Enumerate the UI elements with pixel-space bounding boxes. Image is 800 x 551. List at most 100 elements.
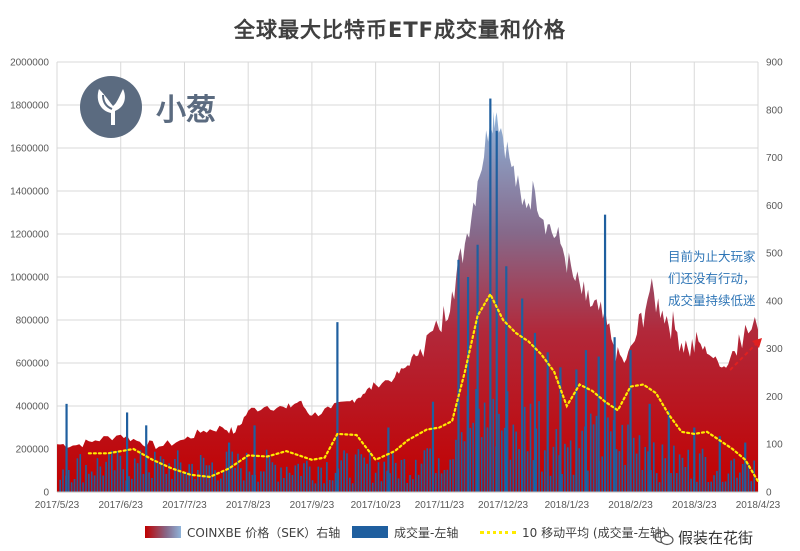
volume-bar: [463, 441, 466, 492]
volume-bar: [185, 471, 188, 492]
volume-bar: [412, 479, 414, 492]
volume-bar: [219, 478, 222, 492]
left-tick-label: 1400000: [10, 187, 49, 198]
volume-bar: [303, 463, 305, 492]
watermark: 假装在花街: [654, 527, 753, 548]
volume-bar: [128, 476, 130, 492]
volume-bar: [541, 471, 543, 492]
volume-bar: [730, 460, 733, 492]
volume-bar: [386, 470, 388, 492]
volume-bar: [736, 477, 738, 492]
volume-bar: [506, 391, 509, 492]
volume-bar: [684, 466, 687, 492]
left-tick-label: 200000: [16, 445, 50, 456]
volume-bar: [718, 436, 721, 492]
x-tick-label: 2017/6/23: [98, 500, 143, 511]
left-tick-label: 600000: [16, 359, 50, 370]
volume-bar: [535, 428, 538, 492]
right-tick-label: 600: [766, 201, 783, 212]
volume-bar: [285, 466, 288, 492]
volume-bar: [627, 424, 629, 492]
volume-bar: [363, 457, 365, 492]
volume-bar: [242, 480, 245, 492]
volume-bar: [613, 337, 616, 492]
volume-bar: [618, 451, 621, 492]
volume-bar: [696, 481, 698, 492]
volume-bar: [366, 463, 368, 492]
volume-bar: [174, 459, 176, 492]
volume-bar: [133, 458, 136, 492]
volume-bar: [111, 450, 113, 492]
volume-bar: [457, 259, 460, 492]
volume-bar: [162, 459, 165, 492]
volume-bar: [389, 473, 391, 492]
volume-bar: [360, 454, 363, 492]
volume-bar: [569, 440, 572, 492]
annotation-line: 目前为止大玩家: [668, 249, 756, 264]
x-tick-label: 2018/2/23: [608, 500, 653, 511]
volume-bar: [621, 424, 624, 492]
volume-bar: [661, 444, 664, 492]
volume-bar: [503, 427, 506, 492]
volume-bar: [429, 448, 431, 492]
moving-average-layer: [87, 291, 760, 483]
volume-bar: [452, 459, 454, 492]
volume-bar: [168, 463, 170, 492]
volume-bar: [747, 463, 750, 492]
volume-bar: [225, 451, 228, 492]
volume-bar: [667, 410, 670, 492]
volume-bar: [690, 478, 692, 492]
volume-bar: [561, 474, 563, 492]
volume-bar: [480, 437, 483, 492]
volume-bar: [349, 477, 351, 492]
volume-bar: [509, 459, 512, 492]
volume-bar: [96, 458, 99, 492]
volume-bar: [257, 481, 259, 492]
watermark-text: 假装在花街: [678, 529, 754, 547]
volume-bar: [552, 446, 555, 492]
volume-bar: [369, 451, 371, 492]
logo-text: 小葱: [156, 93, 216, 128]
volume-bar: [397, 478, 400, 492]
volume-bar: [675, 473, 678, 492]
volume-bar: [214, 470, 216, 492]
volume-bar: [629, 350, 632, 492]
chart-title: 全球最大比特币ETF成交量和价格: [233, 18, 566, 42]
legend-swatch-price: [145, 526, 181, 538]
volume-bar: [624, 464, 626, 492]
volume-bar: [300, 475, 302, 492]
volume-bar: [544, 450, 546, 492]
volume-bar: [440, 473, 443, 492]
volume-bar: [331, 480, 334, 492]
volume-bar: [59, 479, 61, 492]
volume-bar: [638, 435, 641, 492]
left-tick-label: 1600000: [10, 144, 49, 155]
volume-bar: [512, 424, 515, 492]
volume-bar: [641, 469, 644, 492]
volume-bar: [498, 413, 500, 492]
moving-average-line: [87, 291, 760, 483]
volume-bar: [423, 450, 426, 492]
volume-bar: [317, 466, 320, 492]
volume-bar: [105, 461, 107, 492]
volume-bar: [558, 455, 560, 492]
volume-bar: [126, 412, 129, 492]
volume-bar: [288, 472, 291, 492]
legend-item-price: COINXBE 价格（SEK）右轴: [145, 521, 340, 543]
volume-bar: [159, 456, 162, 492]
legend-item-ma: 10 移动平均 (成交量-左轴): [480, 521, 667, 543]
volume-bar: [70, 482, 73, 492]
volume-bar: [483, 402, 486, 492]
volume-bar: [260, 471, 262, 492]
volume-bar: [227, 442, 231, 492]
volume-bar: [526, 451, 529, 492]
volume-bar: [564, 443, 566, 492]
volume-bar: [431, 401, 435, 492]
logo: 小葱: [80, 76, 216, 138]
volume-bar: [648, 403, 651, 492]
annotation-line: 成交量持续低迷: [668, 293, 756, 308]
volume-bar: [566, 447, 569, 492]
volume-bar: [383, 461, 386, 492]
volume-bar: [122, 469, 125, 492]
volume-bar: [446, 469, 449, 492]
